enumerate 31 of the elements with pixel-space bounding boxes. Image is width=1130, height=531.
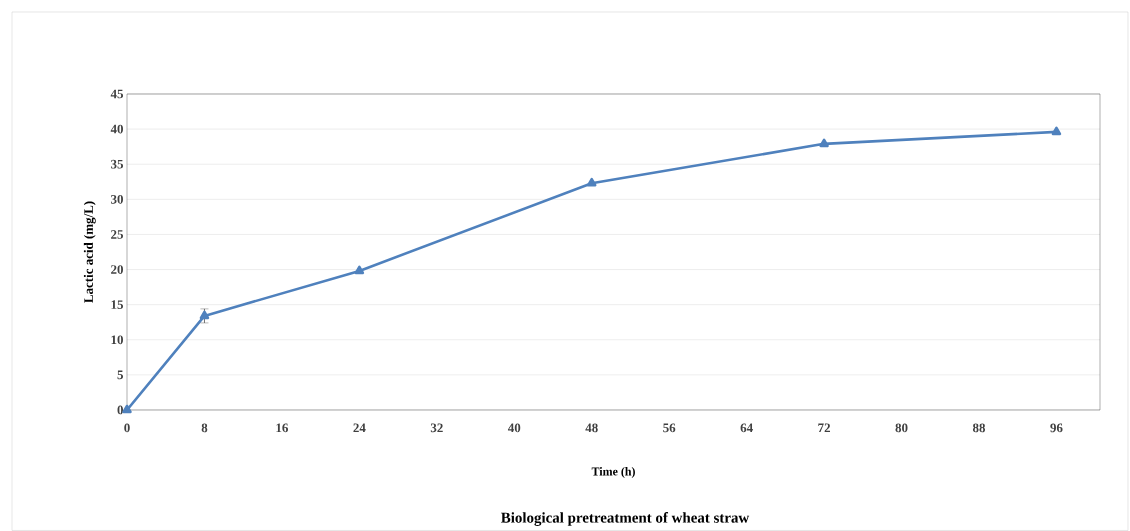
point — [819, 138, 829, 148]
x-tick-label: 56 — [663, 423, 676, 433]
y-tick-label: 30 — [111, 194, 123, 204]
x-tick-label: 96 — [1050, 423, 1063, 433]
y-tick-label: 40 — [110, 124, 123, 134]
x-axis-title: Time (h) — [591, 467, 635, 478]
point — [586, 177, 597, 187]
y-tick-label: 35 — [111, 159, 124, 169]
point — [122, 404, 132, 414]
x-tick-label: 32 — [430, 423, 443, 433]
y-axis-title: Lactic acid (mg/L) — [83, 201, 96, 303]
x-tick-label: 8 — [201, 423, 208, 433]
x-tick-label: 64 — [740, 423, 753, 433]
x-tick-label: 88 — [972, 423, 986, 433]
y-tick-label: 25 — [111, 230, 124, 239]
y-tick-label: 20 — [111, 265, 123, 274]
text: Biological pretreatment of wheat straw — [501, 512, 750, 526]
y-tick-label: 15 — [111, 300, 124, 309]
point — [1051, 126, 1062, 136]
x-tick-label: 80 — [895, 423, 908, 433]
x-tick-label: 72 — [818, 423, 831, 433]
y-tick-label: 45 — [110, 89, 124, 99]
x-tick-label: 24 — [353, 423, 366, 433]
y-tick-label: 0 — [117, 405, 123, 415]
x-tick-label: 16 — [276, 423, 289, 433]
x-tick-label: 48 — [585, 423, 598, 433]
x-tick-label: 40 — [507, 423, 521, 433]
y-tick-label: 5 — [117, 370, 124, 380]
point — [354, 265, 365, 275]
y-tick-label: 10 — [111, 335, 123, 345]
point — [199, 310, 210, 320]
